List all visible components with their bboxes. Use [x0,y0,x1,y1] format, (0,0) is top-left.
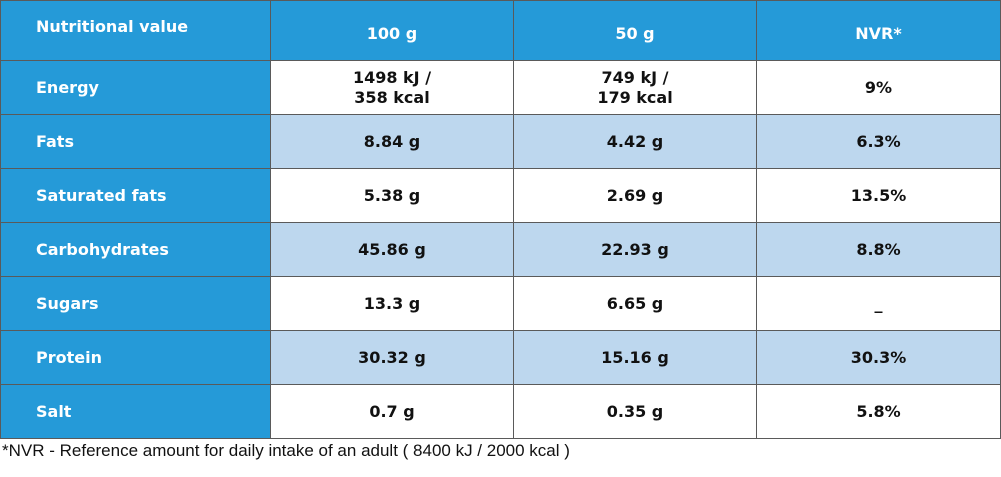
cell-energy-100g: 1498 kJ / 358 kcal [270,60,514,115]
row-label-sugars: Sugars [0,276,271,331]
cell-carbohydrates-nvr: 8.8% [756,222,1001,277]
cell-protein-100g: 30.32 g [270,330,514,385]
cell-energy-50g-kj: 749 kJ / [601,67,669,87]
cell-sugars-nvr: _ [756,276,1001,331]
header-100g: 100 g [270,0,514,61]
table-row-sugars: Sugars 13.3 g 6.65 g _ [0,276,1001,331]
cell-energy-50g: 749 kJ / 179 kcal [513,60,757,115]
cell-protein-nvr: 30.3% [756,330,1001,385]
row-label-saturated-fats: Saturated fats [0,168,271,223]
header-nvr: NVR* [756,0,1001,61]
cell-protein-50g: 15.16 g [513,330,757,385]
cell-energy-100g-kj: 1498 kJ / [352,67,432,87]
nvr-footnote: *NVR - Reference amount for daily intake… [2,441,570,460]
table-header-row: Nutritional value 100 g 50 g NVR* [0,0,1001,61]
nutrition-table: Nutritional value 100 g 50 g NVR* Energy… [0,0,1001,439]
table-row-carbohydrates: Carbohydrates 45.86 g 22.93 g 8.8% [0,222,1001,277]
cell-salt-50g: 0.35 g [513,384,757,439]
table-row-protein: Protein 30.32 g 15.16 g 30.3% [0,330,1001,385]
table-row-saturated-fats: Saturated fats 5.38 g 2.69 g 13.5% [0,168,1001,223]
cell-energy-50g-kcal: 179 kcal [597,87,673,107]
cell-salt-nvr: 5.8% [756,384,1001,439]
row-label-energy: Energy [0,60,271,115]
cell-saturated-fats-100g: 5.38 g [270,168,514,223]
row-label-protein: Protein [0,330,271,385]
header-50g: 50 g [513,0,757,61]
header-nutritional-value: Nutritional value [0,0,271,61]
row-label-carbohydrates: Carbohydrates [0,222,271,277]
cell-saturated-fats-50g: 2.69 g [513,168,757,223]
cell-energy-nvr: 9% [756,60,1001,115]
cell-fats-50g: 4.42 g [513,114,757,169]
cell-fats-100g: 8.84 g [270,114,514,169]
cell-salt-100g: 0.7 g [270,384,514,439]
cell-saturated-fats-nvr: 13.5% [756,168,1001,223]
table-row-salt: Salt 0.7 g 0.35 g 5.8% [0,384,1001,439]
cell-energy-100g-kcal: 358 kcal [354,87,430,107]
cell-fats-nvr: 6.3% [756,114,1001,169]
row-label-fats: Fats [0,114,271,169]
cell-sugars-50g: 6.65 g [513,276,757,331]
cell-sugars-100g: 13.3 g [270,276,514,331]
cell-carbohydrates-50g: 22.93 g [513,222,757,277]
table-row-fats: Fats 8.84 g 4.42 g 6.3% [0,114,1001,169]
table-row-energy: Energy 1498 kJ / 358 kcal 749 kJ / 179 k… [0,60,1001,115]
row-label-salt: Salt [0,384,271,439]
cell-carbohydrates-100g: 45.86 g [270,222,514,277]
